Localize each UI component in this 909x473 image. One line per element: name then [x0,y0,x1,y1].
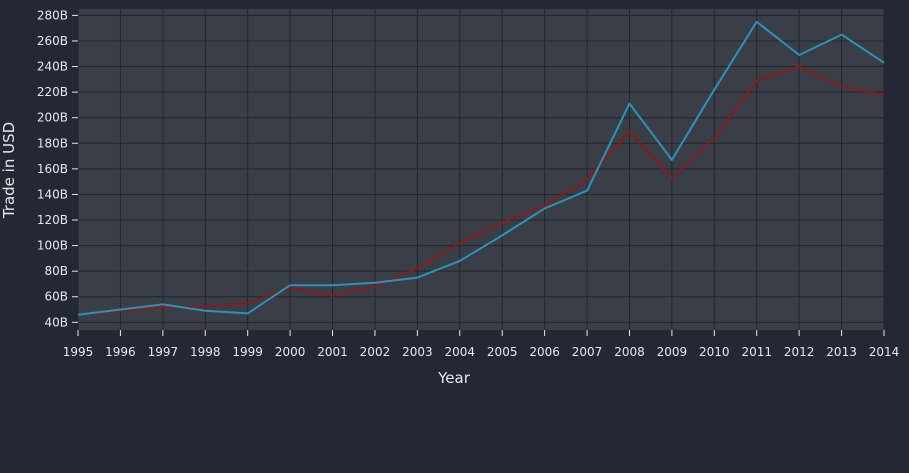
x-tick-label: 2007 [572,345,603,359]
x-tick-label: 2008 [614,345,645,359]
x-tick-label: 2000 [275,345,306,359]
y-tick-label: 140B [37,187,68,201]
grid-lines [77,9,885,330]
x-tick-label: 2006 [529,345,560,359]
x-tick-label: 2001 [317,345,348,359]
series-line-2 [77,20,885,316]
y-tick-label: 80B [44,264,68,278]
x-tick-label: 2002 [360,345,391,359]
x-tick-label: 2003 [402,345,433,359]
x-tick-label: 1999 [232,345,263,359]
x-tick-label: 1995 [63,345,94,359]
y-tick-label: 160B [37,162,68,176]
x-axis-title: Year [437,369,471,387]
x-tick-label: 1998 [190,345,221,359]
x-tick-label: 1996 [105,345,136,359]
y-tick-label: 40B [44,315,68,329]
y-tick-label: 240B [37,60,68,74]
x-tick-label: 2009 [657,345,688,359]
x-tick-label: 2010 [699,345,730,359]
x-tick-label: 2013 [826,345,857,359]
series-lines [77,20,885,316]
x-tick-label: 1997 [148,345,179,359]
x-tick-label: 2014 [869,345,900,359]
axes: 1995 1996 1997 1998 1999 2000 2001 2002 2003 2004… [37,8,899,359]
y-tick-label: 100B [37,239,68,253]
x-tick-label: 2012 [784,345,815,359]
plot-area [78,9,884,330]
y-tick-label: 260B [37,34,68,48]
y-tick-label: 280B [37,8,68,22]
y-tick-label: 200B [37,111,68,125]
y-axis-title: Trade in USD [0,122,18,219]
x-tick-label: 2011 [741,345,772,359]
series-line-1 [77,65,885,316]
y-tick-label: 120B [37,213,68,227]
y-tick-label: 60B [44,290,68,304]
y-tick-label: 220B [37,85,68,99]
y-tick-label: 180B [37,136,68,150]
x-tick-label: 2004 [445,345,476,359]
x-tick-label: 2005 [487,345,518,359]
